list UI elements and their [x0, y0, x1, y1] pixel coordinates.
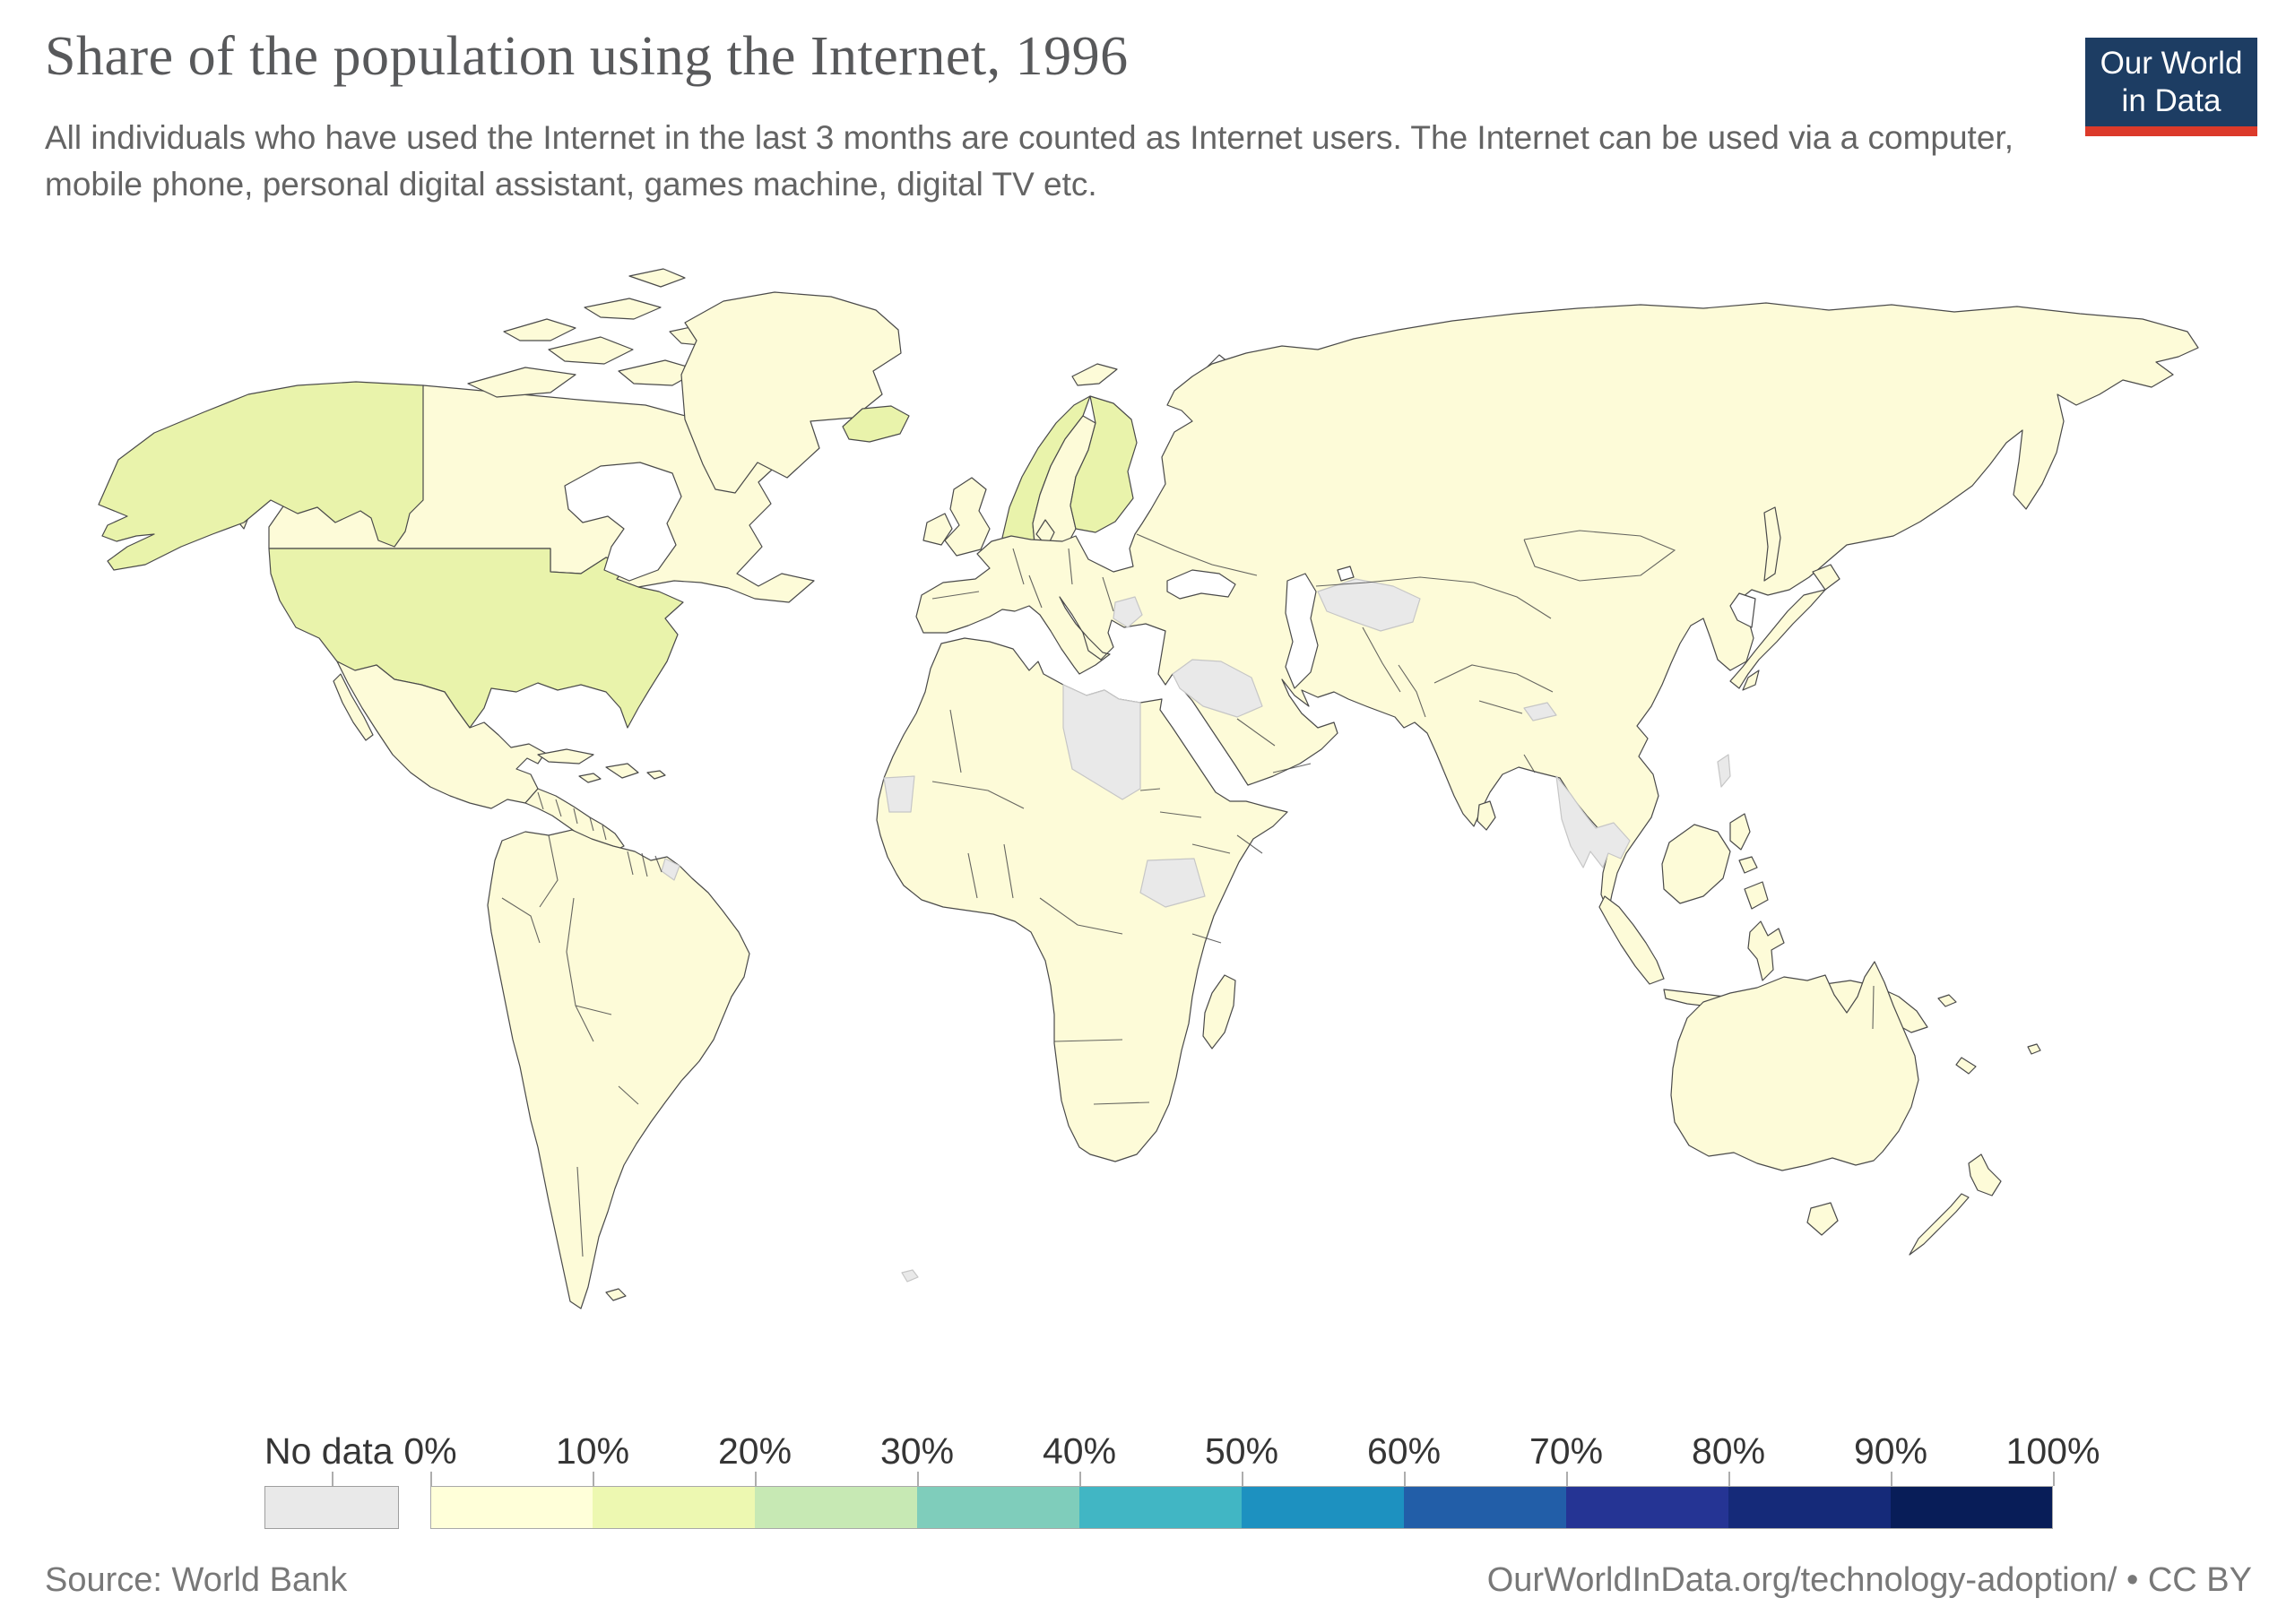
region-arctic2[interactable] — [548, 336, 634, 365]
region-borneo[interactable] — [1661, 824, 1731, 904]
region-solomon[interactable] — [1937, 994, 1957, 1007]
region-hudsonbay[interactable] — [564, 462, 682, 582]
region-finland[interactable] — [1070, 395, 1138, 533]
region-kerguelen[interactable] — [901, 1269, 919, 1283]
region-hokkaido[interactable] — [1812, 564, 1840, 591]
region-ireland[interactable] — [922, 513, 953, 546]
region-srilanka[interactable] — [1477, 800, 1496, 831]
region-westernsahara[interactable] — [883, 775, 915, 813]
region-sakhalin[interactable] — [1763, 506, 1781, 582]
region-nz_south[interactable] — [1909, 1193, 1970, 1256]
region-aral[interactable] — [1337, 566, 1355, 582]
source-note: Source: World Bank — [45, 1561, 348, 1599]
region-falklands[interactable] — [605, 1288, 627, 1301]
region-iceland[interactable] — [842, 405, 910, 443]
region-libya[interactable] — [1062, 684, 1141, 800]
region-eurasia[interactable] — [915, 302, 2199, 913]
region-mexico[interactable] — [336, 661, 546, 809]
region-caspian[interactable] — [1285, 573, 1319, 689]
region-visayas[interactable] — [1738, 856, 1758, 874]
region-alaska[interactable] — [98, 381, 424, 571]
region-myanmarlaos[interactable] — [1555, 775, 1631, 868]
region-southsudan[interactable] — [1139, 858, 1206, 908]
region-sulawesi[interactable] — [1747, 920, 1785, 981]
region-serbia[interactable] — [1113, 596, 1143, 628]
region-honshu[interactable] — [1729, 589, 1826, 689]
region-greatbritain[interactable] — [944, 477, 991, 557]
region-madagascar[interactable] — [1202, 974, 1236, 1050]
region-hispaniola[interactable] — [605, 763, 639, 779]
region-puertorico[interactable] — [646, 770, 666, 780]
region-arctic7[interactable] — [628, 268, 686, 288]
region-svalbard[interactable] — [1071, 363, 1118, 386]
region-arctic5[interactable] — [584, 298, 662, 320]
region-southamerica[interactable] — [487, 829, 750, 1309]
region-arctic1[interactable] — [467, 367, 576, 398]
region-cuba[interactable] — [537, 748, 594, 764]
region-taiwan[interactable] — [1717, 754, 1731, 788]
region-fiji[interactable] — [2027, 1043, 2041, 1055]
chart-subtitle: All individuals who have used the Intern… — [45, 119, 2014, 203]
region-northkorea[interactable] — [1729, 592, 1756, 628]
region-mindanao[interactable] — [1744, 881, 1769, 910]
region-kyushu[interactable] — [1742, 669, 1760, 691]
attribution-link[interactable]: OurWorldInData.org/technology-adoption/ … — [1486, 1561, 2252, 1599]
page-title: Share of the population using the Intern… — [45, 26, 1129, 87]
region-bhutan[interactable] — [1523, 702, 1557, 721]
region-australia[interactable] — [1670, 961, 1919, 1171]
region-luzon[interactable] — [1729, 813, 1751, 851]
region-frenchguiana[interactable] — [661, 858, 680, 881]
region-syriairaq[interactable] — [1172, 659, 1263, 718]
region-sumatra[interactable] — [1598, 895, 1665, 985]
owid-logo-text: Our World in Data — [2085, 38, 2257, 126]
region-greenland[interactable] — [680, 291, 902, 494]
country-borders — [501, 530, 1875, 1257]
region-arctic4[interactable] — [503, 318, 576, 341]
owid-logo-red-bar — [2085, 126, 2257, 136]
owid-logo[interactable]: Our World in Data — [2085, 38, 2257, 136]
region-jamaica[interactable] — [578, 773, 602, 783]
region-tasmania[interactable] — [1806, 1202, 1839, 1236]
region-nz_north[interactable] — [1968, 1153, 2002, 1196]
region-baja[interactable] — [333, 673, 374, 741]
region-blacksea[interactable] — [1166, 569, 1236, 600]
region-turkmenuzbek[interactable] — [1317, 578, 1421, 632]
region-newcaledonia[interactable] — [1955, 1057, 1977, 1075]
